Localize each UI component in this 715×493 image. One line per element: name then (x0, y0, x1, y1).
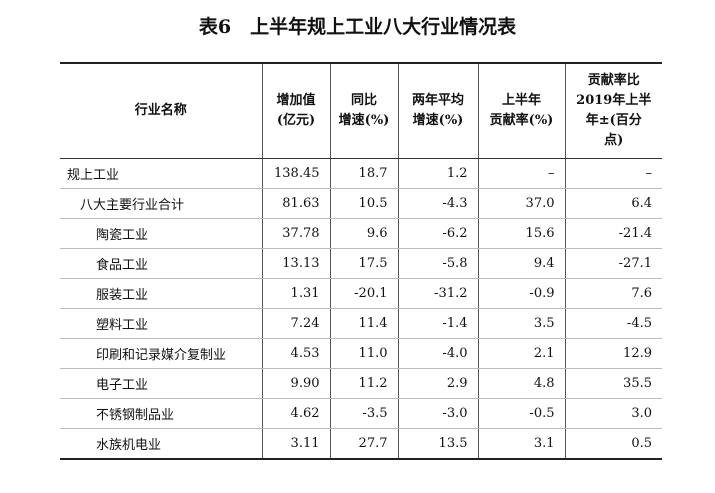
cell-value: 4.8 (477, 368, 565, 399)
cell-value: -3.5 (329, 398, 398, 429)
cell-value: 13.13 (261, 248, 330, 279)
cell-value: -4.3 (397, 188, 478, 219)
table-row: 不锈钢制品业 4.62 -3.5 -3.0 -0.5 3.0 (60, 398, 662, 429)
cell-value: -3.0 (397, 398, 478, 429)
cell-value: 7.24 (261, 308, 330, 339)
table-row: 八大主要行业合计 81.63 10.5 -4.3 37.0 6.4 (60, 188, 662, 219)
table-row: 服装工业 1.31 -20.1 -31.2 -0.9 7.6 (60, 278, 662, 309)
header-cell: 两年平均增速(%) (397, 63, 478, 159)
cell-value: 11.4 (329, 308, 398, 339)
cell-value: -5.8 (397, 248, 478, 279)
data-table: 行业名称 增加值 (亿元) 同比 增速(%) 两年平均 增速(%) 上半年 贡献率(%) 贡献率比… (60, 62, 662, 460)
cell-value: – (564, 158, 662, 189)
cell-value: 1.2 (397, 158, 478, 189)
row-label: 印刷和记录媒介复制业 (60, 338, 262, 369)
cell-value: 37.0 (477, 188, 565, 219)
cell-value: 0.5 (564, 428, 662, 460)
row-label: 八大主要行业合计 (60, 188, 262, 219)
table-row: 电子工业 9.90 11.2 2.9 4.8 35.5 (60, 368, 662, 399)
cell-value: 27.7 (329, 428, 398, 460)
cell-value: 138.45 (261, 158, 330, 189)
cell-value: -31.2 (397, 278, 478, 309)
header-row: 行业名称 增加值 (亿元) 同比 增速(%) 两年平均 增速(%) 上半年 贡献率(%) 贡献率比… (60, 63, 662, 159)
cell-value: 3.11 (261, 428, 330, 460)
cell-value: 3.1 (477, 428, 565, 460)
header-cell: 行业名称 (60, 63, 262, 159)
cell-value: 1.31 (261, 278, 330, 309)
cell-value: -1.4 (397, 308, 478, 339)
table-title: 表6 上半年规上工业八大行业情况表 (198, 16, 517, 38)
header-text: 同比 (350, 93, 377, 108)
cell-value: 37.78 (261, 218, 330, 249)
cell-value: 2.1 (477, 338, 565, 369)
header-text: 增速(%) (338, 113, 390, 128)
cell-value: -6.2 (397, 218, 478, 249)
cell-value: 81.63 (261, 188, 330, 219)
row-label: 不锈钢制品业 (60, 398, 262, 429)
cell-value: 10.5 (329, 188, 398, 219)
cell-value: -4.0 (397, 338, 478, 369)
header-text: 2019年上半 (576, 93, 652, 108)
cell-value: 9.6 (329, 218, 398, 249)
table-body: 规上工业 138.45 18.7 1.2– – 八大主要行业合计 81.63 10.5 -4.3… (60, 158, 662, 460)
cell-value: 4.53 (261, 338, 330, 369)
row-label: 食品工业 (60, 248, 262, 279)
cell-value: 18.7 (329, 158, 398, 189)
cell-value: -0.9 (477, 278, 565, 309)
row-label: 电子工业 (60, 368, 262, 399)
cell-value: 35.5 (564, 368, 662, 399)
row-label: 陶瓷工业 (60, 218, 262, 249)
cell-value: 15.6 (477, 218, 565, 249)
cell-value: 4.62 (261, 398, 330, 429)
table-row: 印刷和记录媒介复制业 4.53 11.0 -4.0 2.1 12.9 (60, 338, 662, 369)
header-text: (亿元) (276, 113, 316, 128)
row-label: 塑料工业 (60, 308, 262, 339)
cell-value: 6.4 (564, 188, 662, 219)
header-text: 两年平均 (411, 93, 464, 108)
header-cell: 贡献率比 2019年上半 年±(百分点) (564, 63, 662, 159)
cell-value: 9.90 (261, 368, 330, 399)
row-label: 规上工业 (60, 158, 262, 189)
table-row: 规上工业 138.45 18.7 1.2– – (60, 158, 662, 189)
header-text: 点) (604, 133, 624, 148)
table-header: 行业名称 增加值 (亿元) 同比 增速(%) 两年平均 增速(%) 上半年 贡献率(%) 贡献率比… (60, 63, 662, 159)
header-text: 增加值 (276, 93, 316, 108)
cell-value: 2.9 (397, 368, 478, 399)
cell-value: 11.0 (329, 338, 398, 369)
cell-value: -27.1 (564, 248, 662, 279)
cell-value: 9.4 (477, 248, 565, 279)
header-cell: 增加值 (亿元) (261, 63, 330, 159)
table-row: 食品工业 13.13 17.5 -5.8 9.4 -27.1 (60, 248, 662, 279)
cell-value: 12.9 (564, 338, 662, 369)
cell-value: -4.5 (564, 308, 662, 339)
row-label: 服装工业 (60, 278, 262, 309)
header-text: 贡献率(%) (489, 113, 554, 128)
cell-value: 7.6 (564, 278, 662, 309)
table-row: 水族机电业 3.11 27.7 13.5 3.1 0.5 (60, 428, 662, 460)
header-text: 年±(百分 (585, 113, 642, 128)
header-cell: 上半年贡献率(%) (477, 63, 565, 159)
header-text: 行业名称 (134, 103, 187, 118)
cell-value: 11.2 (329, 368, 398, 399)
cell-value: 3.5 (477, 308, 565, 339)
cell-value: -21.4 (564, 218, 662, 249)
header-text: 增速(%) (412, 113, 464, 128)
row-label: 水族机电业 (60, 428, 262, 460)
cell-value: -20.1 (329, 278, 398, 309)
header-text: 上半年 (501, 93, 541, 108)
cell-value: – (477, 158, 565, 189)
header-text: 贡献率比 (587, 73, 640, 88)
table-row: 陶瓷工业 37.78 9.6 -6.2 15.6 -21.4 (60, 218, 662, 249)
cell-value: 13.5 (397, 428, 478, 460)
header-cell: 同比增速(%) (329, 63, 398, 159)
cell-value: 3.0 (564, 398, 662, 429)
cell-value: 17.5 (329, 248, 398, 279)
table-row: 塑料工业 7.24 11.4 -1.4 3.5 -4.5 (60, 308, 662, 339)
cell-value: -0.5 (477, 398, 565, 429)
